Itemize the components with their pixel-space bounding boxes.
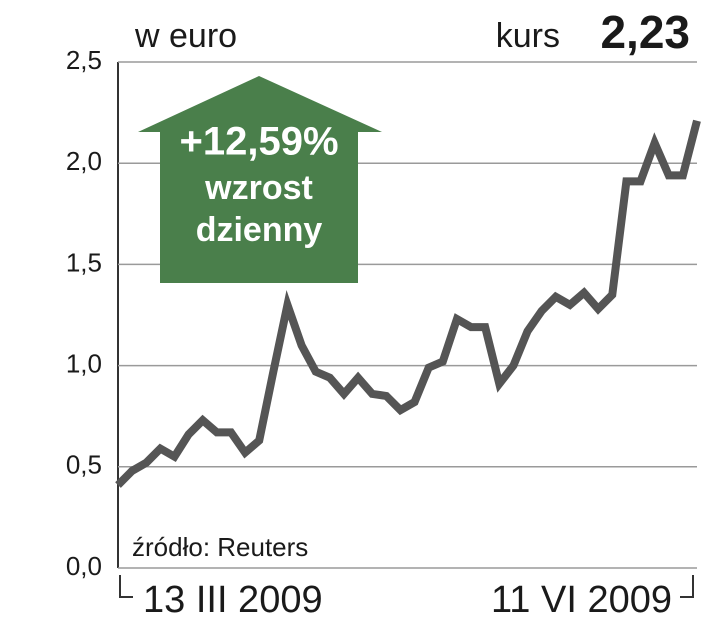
source: źródło: Reuters — [132, 532, 308, 562]
x-tick-label: 13 III 2009 — [143, 579, 323, 621]
bracket — [119, 575, 133, 598]
x-tick-label: 11 VI 2009 — [491, 579, 672, 621]
line — [115, 119, 701, 488]
y-tick-label: 1,5 — [66, 247, 102, 277]
y-tick-label: 2,0 — [66, 146, 102, 176]
chart-title: w euro — [134, 17, 237, 55]
y-tick-label: 1,0 — [66, 348, 102, 378]
y-tick-label: 0,0 — [66, 551, 102, 581]
price-label: kurs — [496, 17, 560, 55]
annotation-text: dzienny — [196, 211, 323, 249]
annotation-text: wzrost — [204, 169, 313, 207]
annotation-change: +12,59% — [179, 120, 338, 164]
price-value: 2,23 — [600, 6, 690, 58]
y-tick-label: 0,5 — [66, 450, 102, 480]
bracket — [680, 575, 694, 598]
y-tick-label: 2,5 — [66, 45, 102, 75]
arrow — [138, 76, 382, 283]
